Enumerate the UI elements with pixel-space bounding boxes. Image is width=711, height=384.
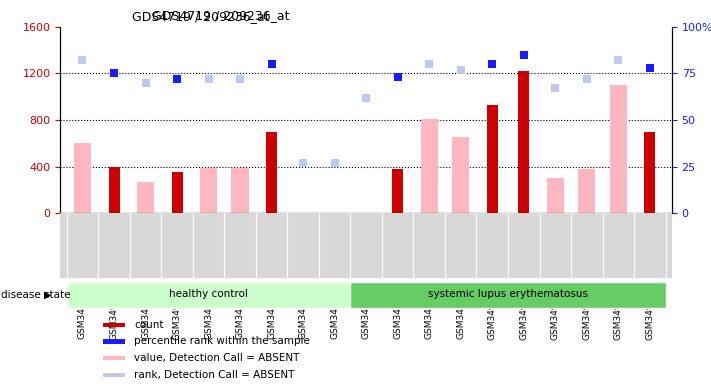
Text: value, Detection Call = ABSENT: value, Detection Call = ABSENT (134, 353, 300, 363)
Bar (74, 143, 91, 213)
Bar (392, 169, 403, 213)
Bar (103, 372, 125, 377)
Bar (103, 356, 125, 360)
Bar (103, 323, 125, 327)
Text: GDS4719 / 209236_at: GDS4719 / 209236_at (152, 8, 289, 22)
Bar (231, 168, 249, 213)
Bar (67, 282, 351, 308)
Text: healthy control: healthy control (169, 289, 248, 299)
Bar (351, 282, 665, 308)
Bar (171, 172, 183, 213)
Bar (578, 169, 596, 213)
Bar (487, 105, 498, 213)
Bar (518, 71, 529, 213)
Bar (109, 167, 119, 213)
Text: GDS4719 / 209236_at: GDS4719 / 209236_at (132, 10, 269, 23)
Bar (266, 132, 277, 213)
Bar (452, 137, 469, 213)
Text: disease state: disease state (1, 290, 70, 300)
Bar (547, 178, 564, 213)
Bar (420, 119, 438, 213)
Bar (644, 132, 656, 213)
Text: ▶: ▶ (44, 290, 52, 300)
Text: systemic lupus erythematosus: systemic lupus erythematosus (428, 289, 588, 299)
Bar (609, 85, 627, 213)
Text: rank, Detection Call = ABSENT: rank, Detection Call = ABSENT (134, 370, 295, 380)
Bar (200, 168, 218, 213)
Bar (103, 339, 125, 344)
Bar (137, 182, 154, 213)
Text: percentile rank within the sample: percentile rank within the sample (134, 336, 310, 346)
Text: count: count (134, 320, 164, 330)
